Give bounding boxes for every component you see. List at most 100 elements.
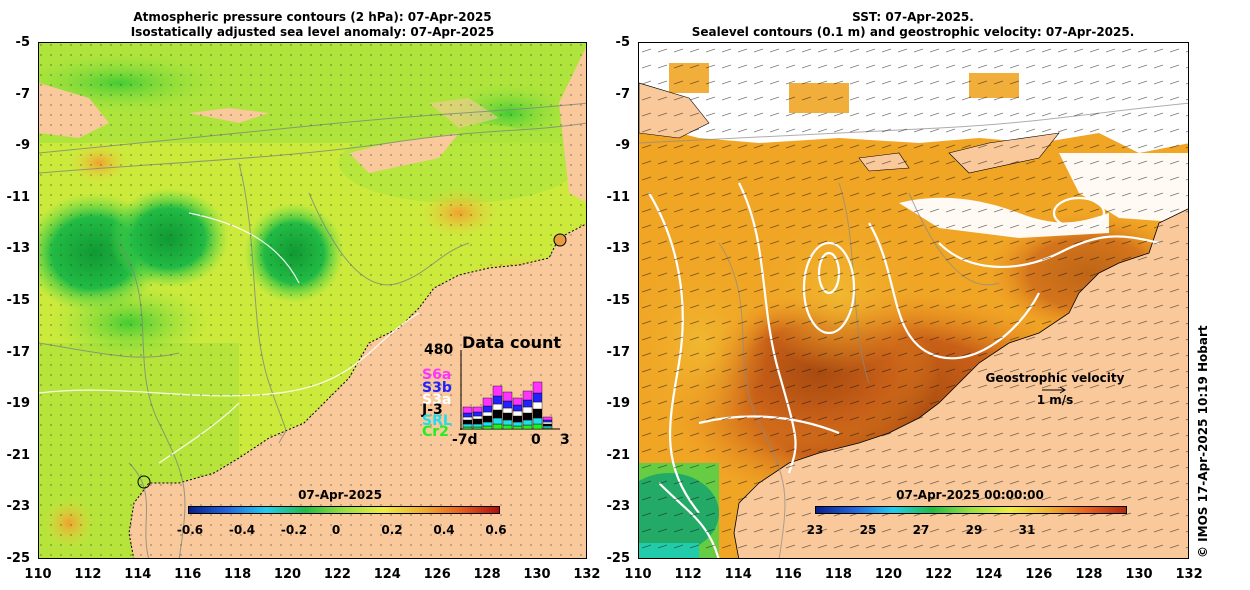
sst-cbar-tick: 23 — [806, 523, 824, 537]
sst-cbar-tick: 31 — [1018, 523, 1036, 537]
y-axis-tick: -9 — [15, 138, 30, 154]
x-axis-tick: 116 — [774, 567, 802, 582]
y-axis-tick: -25 — [6, 551, 31, 566]
y-axis-tick: -19 — [606, 396, 631, 412]
histogram-bar-segment — [512, 425, 523, 430]
y-axis-tick: -23 — [606, 499, 631, 515]
histogram-bar-segment — [462, 423, 473, 428]
x-axis-tick: 112 — [74, 567, 102, 582]
x-axis-tick: 118 — [224, 567, 252, 582]
histogram-bar-segment — [462, 426, 473, 430]
x-axis-tick: 132 — [573, 567, 601, 582]
histogram-bar-segment — [472, 415, 483, 420]
y-axis-tick: -11 — [606, 189, 631, 205]
x-axis-tick: 116 — [174, 567, 202, 582]
y-axis-tick: -11 — [6, 189, 31, 205]
histogram-bar-segment — [502, 400, 513, 409]
histogram-bar-segment — [502, 412, 513, 421]
histogram-bar-segment — [492, 385, 503, 397]
histogram-bar-segment — [522, 419, 533, 426]
histogram-bar-segment — [542, 425, 553, 429]
x-axis-tick: 130 — [1125, 567, 1153, 582]
x-axis-tick: 126 — [1025, 567, 1053, 582]
x-axis-tick: 110 — [624, 567, 652, 582]
x-axis-tick: 126 — [423, 567, 451, 582]
left-title-line2: Isostatically adjusted sea level anomaly… — [130, 25, 495, 39]
histogram-bar-segment — [472, 423, 483, 428]
histogram-bar-segment — [482, 425, 493, 430]
x-axis-tick: 130 — [523, 567, 551, 582]
sla-map[interactable] — [38, 42, 587, 559]
right-title-line2: Sealevel contours (0.1 m) and geostrophi… — [691, 25, 1135, 39]
x-axis-tick: 128 — [1075, 567, 1103, 582]
sst-map-graphic — [639, 43, 1188, 558]
sat-label-s6a: S6a — [422, 367, 452, 383]
sla-map-graphic — [39, 43, 586, 558]
histogram-bar-segment — [522, 424, 533, 430]
y-axis-tick: -13 — [6, 241, 31, 257]
y-axis-tick: -5 — [15, 35, 30, 50]
sla-colorbar — [188, 506, 500, 514]
velocity-scale-label: 1 m/s — [1036, 393, 1074, 407]
sla-colorbar-title: 07-Apr-2025 — [298, 488, 382, 502]
histogram-bar-segment — [482, 411, 493, 417]
sst-colorbar-title: 07-Apr-2025 00:00:00 — [896, 488, 1044, 502]
histogram-bar-segment — [462, 406, 473, 414]
x-axis-tick: 120 — [874, 567, 903, 582]
histogram-bar-segment — [522, 406, 533, 414]
histogram-bar-segment — [482, 405, 493, 413]
histogram-bar-segment — [532, 417, 543, 425]
sla-cbar-tick: 0.4 — [433, 523, 455, 537]
sat-label-s3a: S3a — [422, 392, 452, 408]
x-axis-tick: 114 — [124, 567, 152, 582]
histogram-bar-segment — [512, 415, 523, 423]
y-axis-tick: -23 — [6, 499, 31, 515]
sat-label-j3: J-3 — [422, 402, 443, 418]
histogram-bar-segment — [502, 424, 513, 430]
y-axis-tick: -15 — [606, 293, 631, 308]
geostrophic-velocity-title: Geostrophic velocity — [985, 371, 1125, 385]
histogram-bar-segment — [542, 421, 553, 425]
histogram-bar-segment — [492, 403, 503, 411]
y-axis-tick: -21 — [606, 447, 631, 463]
velocity-arrow-icon — [1042, 386, 1066, 394]
sst-cbar-tick: 25 — [859, 523, 877, 537]
histogram-bar-segment — [462, 416, 473, 421]
sla-cbar-tick: -0.2 — [280, 523, 308, 537]
x-axis-tick: 120 — [273, 567, 302, 582]
histogram-bar-segment — [542, 416, 553, 421]
data-count-x-end: 3 — [560, 432, 570, 448]
sla-cbar-tick: 0.6 — [485, 523, 507, 537]
histogram-bar-segment — [532, 392, 543, 403]
y-axis-tick: -17 — [606, 344, 631, 360]
x-axis-tick: 132 — [1175, 567, 1203, 582]
y-axis-tick: -17 — [6, 344, 31, 360]
histogram-bar-segment — [462, 419, 473, 425]
histogram-bar-segment — [522, 412, 533, 421]
histogram-bar-segment — [472, 406, 483, 413]
y-axis-tick: -15 — [6, 293, 31, 308]
histogram-bar-segment — [462, 412, 473, 418]
sst-map[interactable] — [638, 42, 1189, 559]
x-axis-tick: 128 — [473, 567, 501, 582]
histogram-bar-segment — [482, 415, 493, 423]
sla-cbar-tick: -0.4 — [228, 523, 256, 537]
histogram-bar-segment — [482, 421, 493, 427]
sla-cbar-tick: -0.6 — [176, 523, 204, 537]
data-count-x-start: -7d — [452, 432, 478, 448]
sat-label-s3b: S3b — [422, 380, 452, 396]
histogram-bar-segment — [512, 404, 523, 412]
x-axis-tick: 114 — [724, 567, 752, 582]
data-count-max: 480 — [424, 342, 454, 358]
right-title-line1: SST: 07-Apr-2025. — [852, 10, 974, 24]
y-axis-tick: -21 — [6, 447, 31, 463]
histogram-bar-segment — [522, 399, 533, 408]
y-axis-tick: -25 — [606, 551, 631, 566]
data-count-histogram — [460, 350, 560, 430]
y-axis-tick: -7 — [15, 86, 30, 102]
x-axis-tick: 124 — [975, 567, 1003, 582]
x-axis-tick: 112 — [674, 567, 702, 582]
histogram-bar-segment — [532, 423, 543, 430]
histogram-bar-segment — [472, 411, 483, 417]
x-axis-tick: 122 — [323, 567, 351, 582]
